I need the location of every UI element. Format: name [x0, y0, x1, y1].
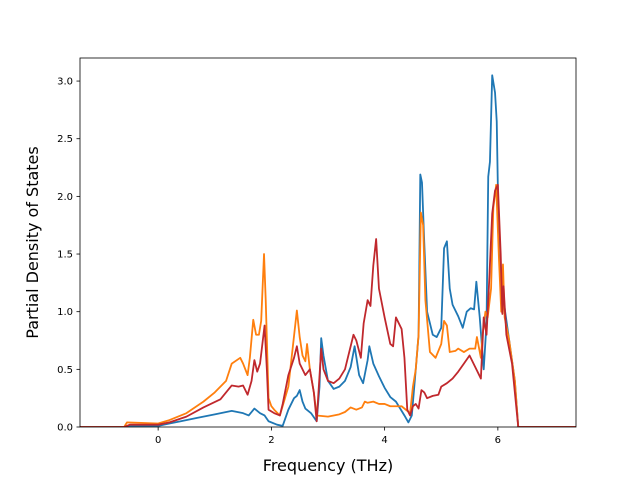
y-tick-label: 2.0 — [57, 192, 73, 203]
axes-frame — [79, 57, 577, 428]
series-layer — [80, 74, 576, 427]
y-tick-label: 0.0 — [57, 423, 73, 434]
x-axis-label: Frequency (THz) — [263, 456, 393, 475]
x-tick-label: 4 — [381, 435, 387, 446]
series-line-3 — [80, 183, 576, 427]
series-line-1 — [80, 74, 576, 427]
plot-area — [80, 74, 576, 427]
x-tick-label: 0 — [155, 435, 161, 446]
y-tick-label: 1.0 — [57, 307, 73, 318]
y-axis-label: Partial Density of States — [23, 146, 42, 338]
x-axis-ticks: 0 2 4 6 — [155, 427, 501, 446]
y-tick-label: 2.5 — [57, 134, 73, 145]
x-tick-label: 2 — [268, 435, 274, 446]
x-tick-label: 6 — [495, 435, 501, 446]
y-tick-label: 0.5 — [57, 365, 73, 376]
y-axis-ticks: 0.0 0.5 1.0 1.5 2.0 2.5 3.0 — [57, 77, 80, 434]
y-tick-label: 3.0 — [57, 77, 73, 88]
y-tick-label: 1.5 — [57, 250, 73, 261]
